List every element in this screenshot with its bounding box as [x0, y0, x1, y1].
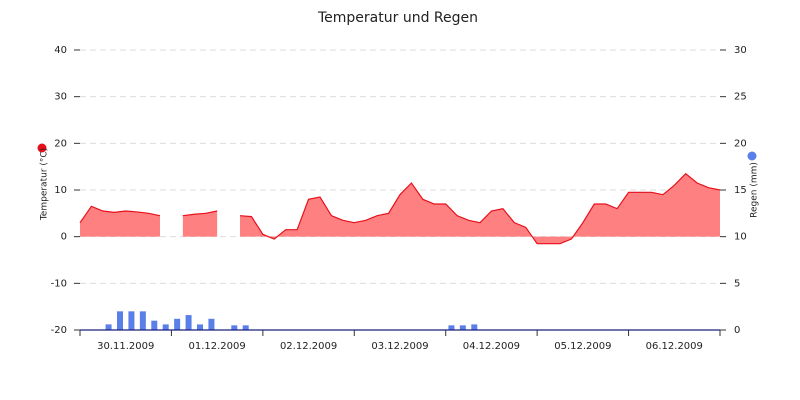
x-tick-label: 30.11.2009 — [97, 341, 154, 352]
y-tick-label: 0 — [61, 232, 67, 243]
temperature-area — [182, 211, 218, 237]
y2-axis-title: Regen (mm) — [750, 162, 760, 218]
y2-tick-label: 25 — [734, 92, 747, 103]
rain-bar — [117, 311, 123, 330]
y-tick-label: 40 — [54, 45, 67, 56]
y-tick-label: 10 — [54, 185, 67, 196]
rain-bar — [151, 320, 158, 330]
rain-bar — [208, 318, 215, 330]
rain-bar — [162, 324, 169, 330]
x-tick-label: 02.12.2009 — [280, 341, 337, 352]
y-tick-label: -10 — [51, 278, 67, 289]
legend-marker — [747, 151, 757, 161]
y2-tick-label: 0 — [734, 325, 740, 336]
y2-tick-label: 20 — [734, 138, 747, 149]
rain-bar — [128, 311, 135, 330]
x-tick-label: 03.12.2009 — [371, 341, 428, 352]
rain-bar — [471, 324, 478, 330]
rain-bar — [459, 325, 466, 330]
rain-bar — [231, 325, 238, 330]
rain-bar — [242, 325, 249, 330]
y-tick-label: 20 — [54, 138, 67, 149]
x-tick-label: 05.12.2009 — [554, 341, 611, 352]
x-tick-label: 01.12.2009 — [189, 341, 246, 352]
y2-tick-label: 5 — [734, 278, 740, 289]
y-axis-title: Temperatur (°C) — [40, 148, 50, 221]
rain-bar — [139, 311, 146, 330]
rain-bar — [197, 324, 203, 330]
y-tick-label: 30 — [54, 92, 67, 103]
x-tick-label: 06.12.2009 — [646, 341, 703, 352]
y-tick-label: -20 — [51, 325, 67, 336]
legend-marker — [37, 143, 47, 153]
temperature-area — [240, 173, 720, 244]
rain-bar — [174, 318, 181, 330]
rain-bar — [105, 324, 112, 330]
temperature-area — [80, 206, 160, 237]
rain-bar — [185, 315, 192, 330]
y2-tick-label: 30 — [734, 45, 747, 56]
y2-tick-label: 15 — [734, 185, 747, 196]
chart-title: Temperatur und Regen — [317, 10, 478, 26]
rain-bar — [448, 325, 455, 330]
y2-tick-label: 10 — [734, 232, 747, 243]
temperature-line — [79, 172, 721, 245]
x-tick-label: 04.12.2009 — [463, 341, 520, 352]
